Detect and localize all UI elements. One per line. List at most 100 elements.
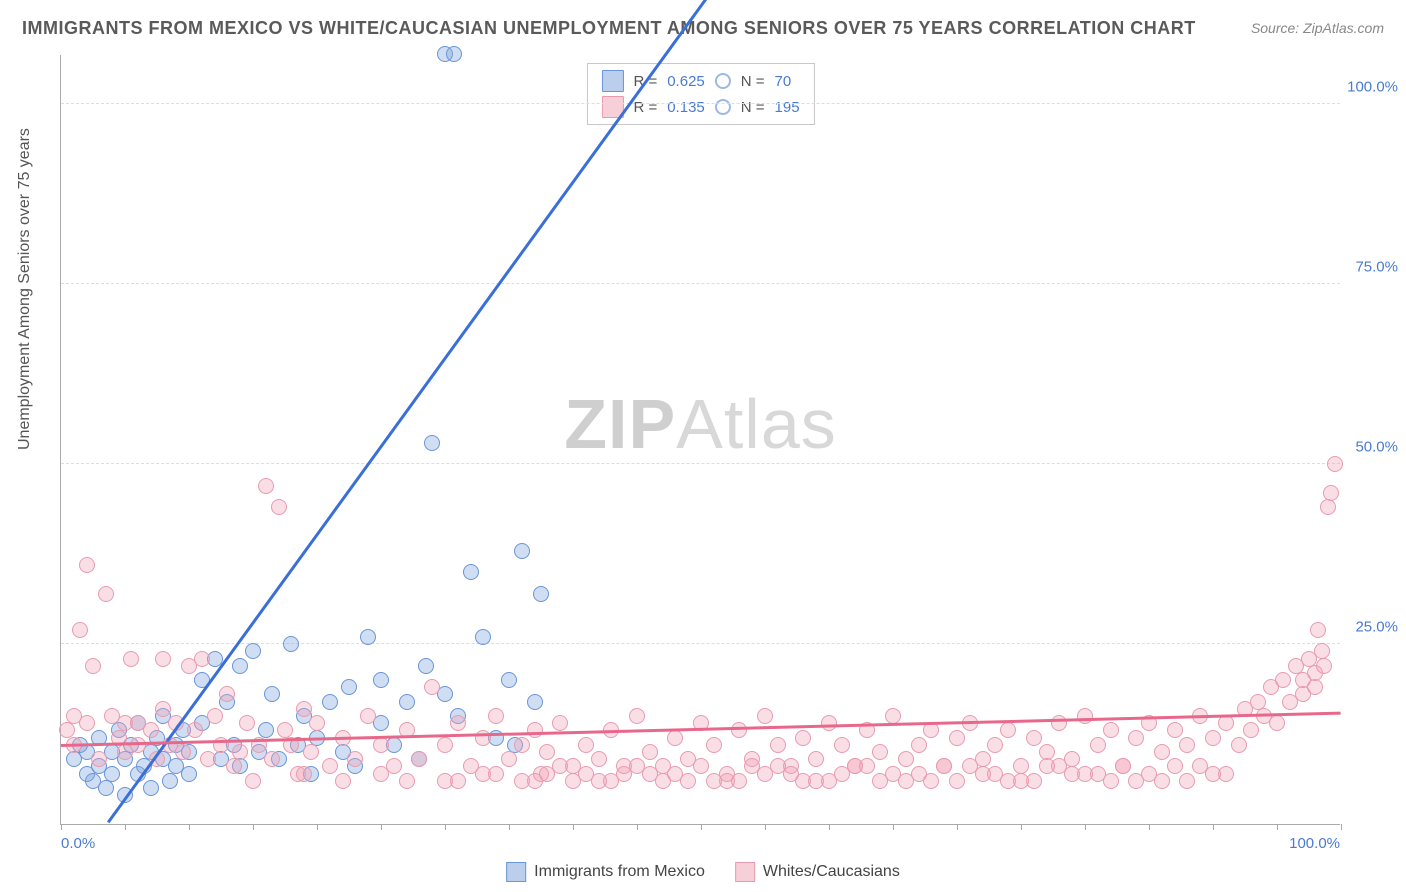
x-tickmark [445, 824, 446, 830]
data-point [239, 715, 255, 731]
data-point [488, 766, 504, 782]
data-point [1154, 773, 1170, 789]
data-point [1090, 766, 1106, 782]
data-point [872, 744, 888, 760]
data-point [411, 751, 427, 767]
n-label: N = [741, 99, 765, 116]
data-point [1077, 708, 1093, 724]
data-point [987, 737, 1003, 753]
r-value-2: 0.135 [667, 99, 705, 116]
data-point [514, 543, 530, 559]
data-point [450, 773, 466, 789]
data-point [629, 758, 645, 774]
data-point [1320, 499, 1336, 515]
data-point [731, 773, 747, 789]
data-point [1000, 722, 1016, 738]
data-point [187, 722, 203, 738]
data-point [475, 730, 491, 746]
data-point [373, 672, 389, 688]
y-tick-label: 75.0% [1355, 259, 1398, 276]
n-value-1: 70 [775, 73, 792, 90]
x-tickmark [381, 824, 382, 830]
data-point [501, 672, 517, 688]
gridline [61, 463, 1340, 464]
data-point [271, 499, 287, 515]
data-point [104, 766, 120, 782]
x-tickmark [765, 824, 766, 830]
data-point [1115, 758, 1131, 774]
legend-label-2: Whites/Caucasians [763, 863, 900, 881]
data-point [463, 564, 479, 580]
data-point [373, 737, 389, 753]
data-point [859, 758, 875, 774]
legend-item-1: Immigrants from Mexico [506, 862, 705, 882]
data-point [437, 737, 453, 753]
data-point [446, 46, 462, 62]
data-point [527, 773, 543, 789]
data-point [424, 679, 440, 695]
data-point [744, 758, 760, 774]
data-point [1205, 766, 1221, 782]
data-point [1179, 737, 1195, 753]
data-point [194, 651, 210, 667]
data-point [706, 773, 722, 789]
data-point [821, 773, 837, 789]
x-tickmark [1021, 824, 1022, 830]
data-point [399, 694, 415, 710]
data-point [207, 708, 223, 724]
source-prefix: Source: [1251, 20, 1303, 36]
data-point [629, 708, 645, 724]
data-point [360, 708, 376, 724]
data-point [162, 773, 178, 789]
data-point [949, 730, 965, 746]
data-point [591, 773, 607, 789]
x-tickmark [1341, 824, 1342, 830]
data-point [821, 715, 837, 731]
circle-icon [715, 99, 731, 115]
legend-item-2: Whites/Caucasians [735, 862, 900, 882]
data-point [1243, 722, 1259, 738]
data-point [79, 557, 95, 573]
data-point [360, 629, 376, 645]
data-point [1323, 485, 1339, 501]
data-point [808, 751, 824, 767]
data-point [200, 751, 216, 767]
data-point [1167, 758, 1183, 774]
data-point [1310, 622, 1326, 638]
data-point [232, 744, 248, 760]
data-point [232, 658, 248, 674]
x-tickmark [189, 824, 190, 830]
data-point [450, 715, 466, 731]
data-point [424, 435, 440, 451]
y-tick-label: 25.0% [1355, 619, 1398, 636]
r-value-1: 0.625 [667, 73, 705, 90]
data-point [795, 730, 811, 746]
data-point [175, 744, 191, 760]
data-point [245, 643, 261, 659]
x-tickmark [1213, 824, 1214, 830]
data-point [1026, 730, 1042, 746]
data-point [923, 773, 939, 789]
data-point [155, 701, 171, 717]
data-point [770, 737, 786, 753]
data-point [1103, 722, 1119, 738]
data-point [911, 737, 927, 753]
x-tickmark [125, 824, 126, 830]
chart-title: IMMIGRANTS FROM MEXICO VS WHITE/CAUCASIA… [22, 18, 1196, 39]
data-point [399, 773, 415, 789]
x-tick-max: 100.0% [1289, 835, 1340, 852]
x-tickmark [61, 824, 62, 830]
data-point [578, 737, 594, 753]
data-point [296, 766, 312, 782]
swatch-pink-icon [735, 862, 755, 882]
data-point [1218, 715, 1234, 731]
data-point [123, 651, 139, 667]
data-point [923, 722, 939, 738]
data-point [514, 737, 530, 753]
data-point [693, 758, 709, 774]
data-point [1316, 658, 1332, 674]
x-tickmark [893, 824, 894, 830]
data-point [936, 758, 952, 774]
data-point [1013, 773, 1029, 789]
data-point [1307, 679, 1323, 695]
